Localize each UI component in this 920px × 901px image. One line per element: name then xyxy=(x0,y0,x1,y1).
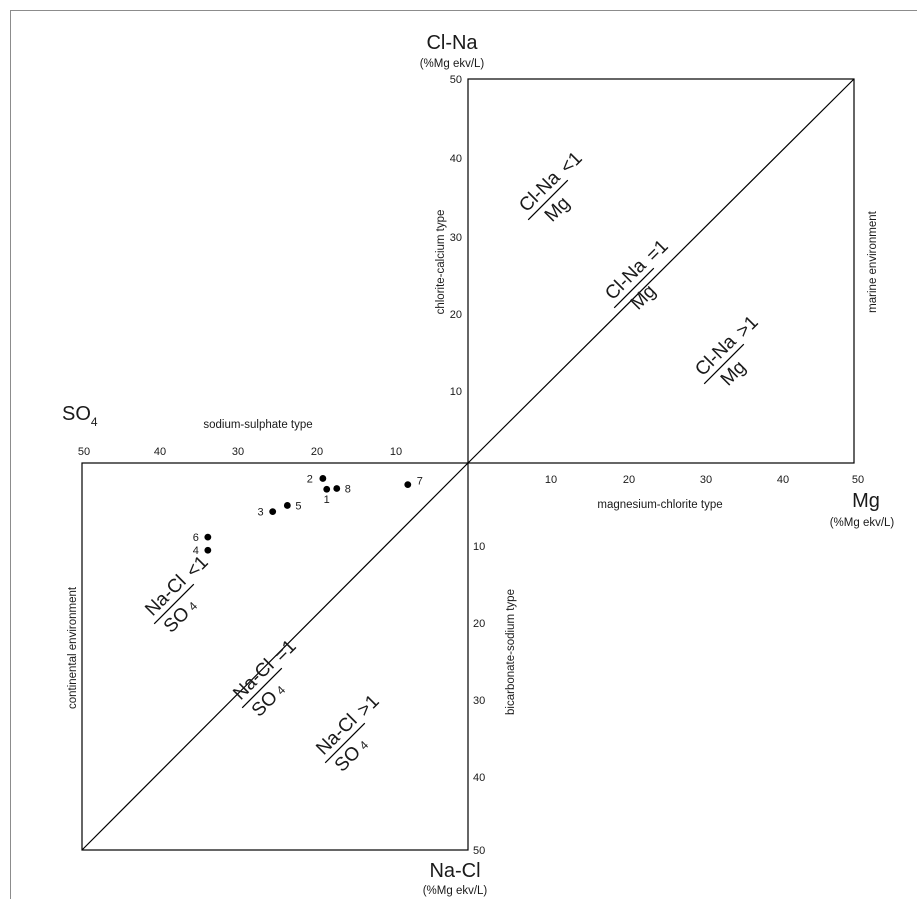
mg-axis-unit: (%Mg ekv/L) xyxy=(830,517,895,529)
cl-na-tick: 40 xyxy=(450,153,462,165)
mg-tick: 10 xyxy=(545,474,557,486)
sodium-sulphate-type-label: sodium-sulphate type xyxy=(203,419,312,431)
na-cl-tick: 10 xyxy=(473,541,485,553)
so4-tick: 30 xyxy=(232,446,244,458)
so4-tick: 40 xyxy=(154,446,166,458)
so4-tick: 50 xyxy=(78,446,90,458)
na-cl-tick: 20 xyxy=(473,618,485,630)
bicarbonate-sodium-type-label: bicarbonate-sodium type xyxy=(505,589,517,715)
chlorite-calcium-type-label: chlorite-calcium type xyxy=(435,210,447,315)
na-cl-tick: 40 xyxy=(473,772,485,784)
mg-tick-labels: 10 20 30 40 50 xyxy=(545,474,864,486)
cl-na-axis-title: Cl-Na xyxy=(426,32,478,54)
cl-na-tick: 10 xyxy=(450,386,462,398)
lower-ratio-less-label: Na-Cl SO4 <1 xyxy=(141,552,212,637)
lower-ratio-greater-label: Na-Cl SO4 >1 xyxy=(312,691,383,776)
sample-point-5 xyxy=(283,502,291,509)
so4-axis-title: SO4 xyxy=(62,403,98,429)
sample-point-label-3: 3 xyxy=(258,507,264,519)
mg-tick: 20 xyxy=(623,474,635,486)
sample-point-label-4: 4 xyxy=(193,545,199,557)
sample-point-3 xyxy=(269,508,277,516)
upper-ratio-greater-label: Cl-Na Mg >1 xyxy=(691,312,762,390)
na-cl-tick-labels: 10 20 30 40 50 xyxy=(473,541,485,857)
lower-ratio-equal-label: Na-Cl SO4 =1 xyxy=(229,636,300,721)
na-cl-axis-unit: (%Mg ekv/L) xyxy=(423,885,488,897)
svg-text:>1: >1 xyxy=(353,691,383,721)
sample-point-label-7: 7 xyxy=(417,476,423,488)
cl-na-tick: 30 xyxy=(450,232,462,244)
svg-text:>1: >1 xyxy=(732,312,762,342)
figure-frame xyxy=(10,10,917,899)
marine-environment-label: marine environment xyxy=(867,210,879,312)
mg-tick: 40 xyxy=(777,474,789,486)
so4-tick: 20 xyxy=(311,446,323,458)
mg-axis-title: Mg xyxy=(852,490,880,512)
upper-ratio-one-line xyxy=(467,78,855,464)
cl-na-tick-labels: 10 20 30 40 50 xyxy=(450,74,462,398)
na-cl-axis-title: Na-Cl xyxy=(429,860,480,882)
upper-ratio-equal-label: Cl-Na Mg =1 xyxy=(601,236,672,314)
mg-tick: 30 xyxy=(700,474,712,486)
svg-text:=1: =1 xyxy=(270,636,300,666)
sample-point-4 xyxy=(204,546,212,554)
sample-point-7 xyxy=(404,481,412,489)
sample-point-label-8: 8 xyxy=(345,483,351,495)
sample-point-label-5: 5 xyxy=(295,500,301,512)
sample-point-label-2: 2 xyxy=(307,473,313,485)
so4-tick-labels: 50 40 30 20 10 xyxy=(78,446,402,458)
lower-ratio-one-line xyxy=(81,462,469,851)
sample-points: 12 3 4 5 6 7 8 xyxy=(193,473,423,557)
upper-ratio-less-label: Cl-Na Mg <1 xyxy=(515,148,586,226)
continental-environment-label: continental environment xyxy=(67,586,79,709)
na-cl-tick: 30 xyxy=(473,695,485,707)
svg-text:=1: =1 xyxy=(642,236,672,266)
cl-na-axis-unit: (%Mg ekv/L) xyxy=(420,58,485,70)
sample-point-8 xyxy=(333,485,341,492)
cl-na-tick: 20 xyxy=(450,309,462,321)
sample-point-label-6: 6 xyxy=(193,532,199,544)
magnesium-chlorite-type-label: magnesium-chlorite type xyxy=(597,499,722,511)
na-cl-tick: 50 xyxy=(473,845,485,857)
sample-point-6 xyxy=(204,533,212,541)
sample-point-label-1: 1 xyxy=(324,494,330,506)
lower-quadrant-box xyxy=(81,462,469,851)
cl-na-tick: 50 xyxy=(450,74,462,86)
sample-point-2 xyxy=(319,475,327,482)
svg-text:<1: <1 xyxy=(556,148,586,178)
sample-point-1 xyxy=(323,485,331,493)
upper-quadrant-box xyxy=(467,78,855,464)
mg-tick: 50 xyxy=(852,474,864,486)
so4-tick: 10 xyxy=(390,446,402,458)
